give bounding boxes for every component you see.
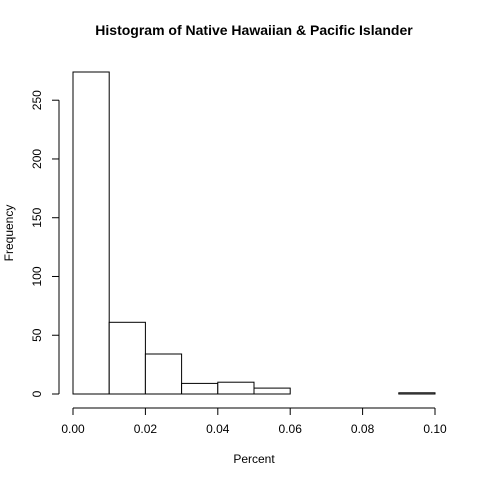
bars-group (72, 71, 436, 395)
y-tick-label: 100 (30, 266, 44, 286)
x-tick-label: 0.04 (206, 422, 230, 436)
x-tick-label: 0.00 (61, 422, 85, 436)
histogram-bar-2 (144, 353, 183, 395)
x-tick-label: 0.10 (423, 422, 447, 436)
y-tick-label: 250 (30, 90, 44, 110)
histogram-bar-1 (108, 321, 146, 395)
x-tick-label: 0.06 (279, 422, 303, 436)
histogram-bar-0 (72, 71, 110, 395)
y-axis-label: Frequency (2, 205, 16, 262)
y-tick-label: 150 (30, 207, 44, 227)
x-tick-label: 0.02 (134, 422, 158, 436)
chart-title: Histogram of Native Hawaiian & Pacific I… (95, 22, 413, 38)
y-axis: 0 50 100 150 200 250 (30, 90, 60, 397)
y-tick-label: 50 (30, 328, 44, 342)
histogram-bar-9 (398, 392, 436, 395)
y-tick-label: 200 (30, 149, 44, 169)
histogram-bar-5 (253, 387, 291, 395)
x-tick-label: 0.08 (351, 422, 375, 436)
x-axis: 0.00 0.02 0.04 0.06 0.08 0.10 (61, 407, 447, 436)
x-axis-label: Percent (233, 452, 275, 466)
y-tick-label: 0 (30, 390, 44, 397)
histogram-bar-3 (181, 382, 219, 395)
histogram-bar-4 (217, 381, 255, 395)
